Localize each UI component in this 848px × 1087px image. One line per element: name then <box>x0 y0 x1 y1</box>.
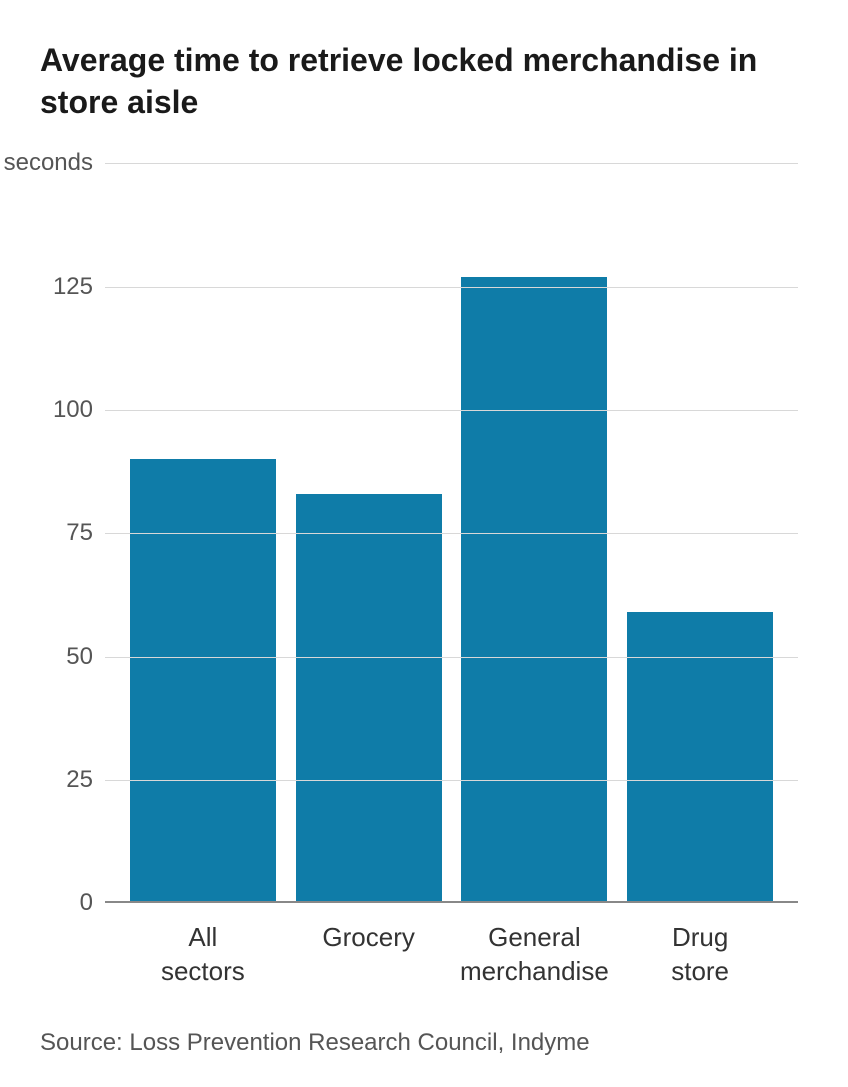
gridline <box>105 657 798 658</box>
y-tick-label: 25 <box>66 766 105 794</box>
y-tick-label: 50 <box>66 643 105 671</box>
chart-container: Average time to retrieve locked merchand… <box>40 40 808 1057</box>
bar <box>130 459 276 903</box>
gridline <box>105 163 798 164</box>
y-tick-label: 150 seconds <box>0 149 105 177</box>
bar <box>461 277 607 904</box>
gridline <box>105 287 798 288</box>
gridline <box>105 410 798 411</box>
x-tick-label: Drug store <box>617 921 783 989</box>
gridline <box>105 533 798 534</box>
y-tick-label: 0 <box>80 889 105 917</box>
y-tick-label: 75 <box>66 519 105 547</box>
x-tick-label: All sectors <box>120 921 286 989</box>
chart-source: Source: Loss Prevention Research Council… <box>40 1029 808 1057</box>
gridline <box>105 780 798 781</box>
y-tick-label: 125 <box>53 273 105 301</box>
bar <box>296 494 442 904</box>
x-axis-labels: All sectorsGroceryGeneral merchandiseDru… <box>105 921 798 989</box>
x-tick-label: Grocery <box>286 921 452 989</box>
x-tick-label: General merchandise <box>452 921 618 989</box>
chart-title: Average time to retrieve locked merchand… <box>40 40 808 123</box>
plot-area: 0255075100125150 seconds <box>105 163 798 903</box>
y-tick-label: 100 <box>53 396 105 424</box>
baseline <box>105 901 798 903</box>
